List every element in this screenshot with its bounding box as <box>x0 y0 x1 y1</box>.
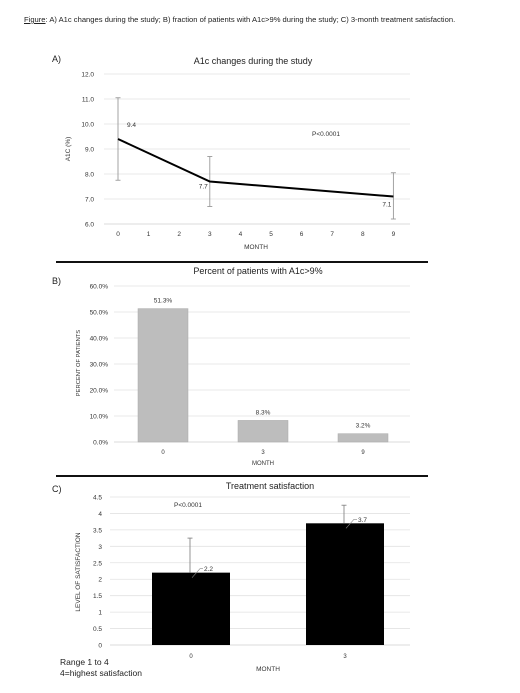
data-label: 7.1 <box>382 202 391 209</box>
label-leader <box>345 519 357 529</box>
chart-b-title: Percent of patients with A1c>9% <box>193 266 323 276</box>
y-tick-label: 40.0% <box>90 336 109 343</box>
x-tick-label: 5 <box>269 231 273 238</box>
x-tick-label: 9 <box>361 450 365 456</box>
panel-letter-a: A) <box>52 54 61 64</box>
y-tick-label: 7.0 <box>85 197 94 204</box>
y-tick-label: 1.5 <box>93 593 102 600</box>
p-value-annotation: P<0.0001 <box>312 131 340 138</box>
chart-c-title: Treatment satisfaction <box>225 481 315 491</box>
data-label: 3.7 <box>358 517 367 524</box>
x-axis-label: MONTH <box>244 244 268 251</box>
bar <box>152 572 230 645</box>
p-value-annotation: P<0.0001 <box>174 502 202 509</box>
caption-label: Figure <box>24 15 46 24</box>
x-tick-label: 1 <box>147 231 151 238</box>
y-tick-label: 50.0% <box>90 310 109 317</box>
y-tick-label: 20.0% <box>90 388 109 395</box>
x-tick-label: 7 <box>330 231 334 238</box>
y-axis-label: PERCENT OF PATIENTS <box>76 330 82 396</box>
y-tick-label: 2 <box>98 577 102 584</box>
x-tick-label: 3 <box>261 450 265 456</box>
y-tick-label: 60.0% <box>90 284 109 291</box>
x-tick-label: 9 <box>392 231 396 238</box>
y-axis-label: LEVEL OF SATISFACTION <box>75 532 82 611</box>
y-tick-label: 2.5 <box>93 560 102 567</box>
chart-a-title: A1c changes during the study <box>193 56 313 66</box>
x-tick-label: 3 <box>208 231 212 238</box>
x-tick-label: 0 <box>161 450 165 456</box>
data-label: 3.2% <box>356 423 371 430</box>
bar <box>237 420 289 443</box>
figure-caption: Figure: A) A1c changes during the study;… <box>24 14 494 25</box>
label-leader <box>191 568 203 578</box>
data-label: 7.7 <box>199 184 208 191</box>
y-tick-label: 1 <box>98 610 102 617</box>
y-tick-label: 11.0 <box>82 97 95 104</box>
y-tick-label: 9.0 <box>85 147 94 154</box>
y-tick-label: 3.5 <box>93 527 102 534</box>
data-label: 9.4 <box>127 122 136 129</box>
y-tick-label: 6.0 <box>85 222 94 229</box>
x-tick-label: 4 <box>239 231 243 238</box>
y-tick-label: 10.0% <box>90 414 109 421</box>
y-tick-label: 3 <box>98 544 102 551</box>
y-tick-label: 30.0% <box>90 362 109 369</box>
data-label: 2.2 <box>204 566 213 573</box>
y-tick-label: 8.0 <box>85 172 94 179</box>
x-tick-label: 0 <box>116 231 120 238</box>
y-tick-label: 0 <box>98 643 102 650</box>
x-tick-label: 0 <box>189 654 193 660</box>
x-tick-label: 2 <box>177 231 181 238</box>
x-tick-label: 8 <box>361 231 365 238</box>
data-label: 8.3% <box>256 409 271 416</box>
separator-bc <box>56 475 428 477</box>
x-axis-label: MONTH <box>252 461 274 467</box>
y-tick-label: 12.0 <box>81 72 94 79</box>
x-axis-label: MONTH <box>256 666 280 673</box>
caption-text: : A) A1c changes during the study; B) fr… <box>45 15 456 24</box>
panel-letter-c: C) <box>52 484 62 494</box>
y-axis-label: A1C (%) <box>65 137 72 162</box>
satisfaction-range-note: Range 1 to 4 4=highest satisfaction <box>60 657 142 679</box>
y-tick-label: 0.5 <box>93 626 102 633</box>
bar <box>306 523 384 645</box>
y-tick-label: 0.0% <box>93 440 108 447</box>
series-line <box>117 138 394 198</box>
separator-ab <box>56 261 428 263</box>
data-label: 51.3% <box>154 298 173 305</box>
note-range: Range 1 to 4 <box>60 657 109 667</box>
bar <box>137 308 189 443</box>
note-highest: 4=highest satisfaction <box>60 668 142 678</box>
bar <box>337 433 389 443</box>
panel-letter-b: B) <box>52 276 61 286</box>
y-tick-label: 4.5 <box>93 495 102 502</box>
y-tick-label: 4 <box>98 511 102 518</box>
y-tick-label: 10.0 <box>81 122 94 129</box>
x-tick-label: 3 <box>343 654 347 660</box>
x-tick-label: 6 <box>300 231 304 238</box>
